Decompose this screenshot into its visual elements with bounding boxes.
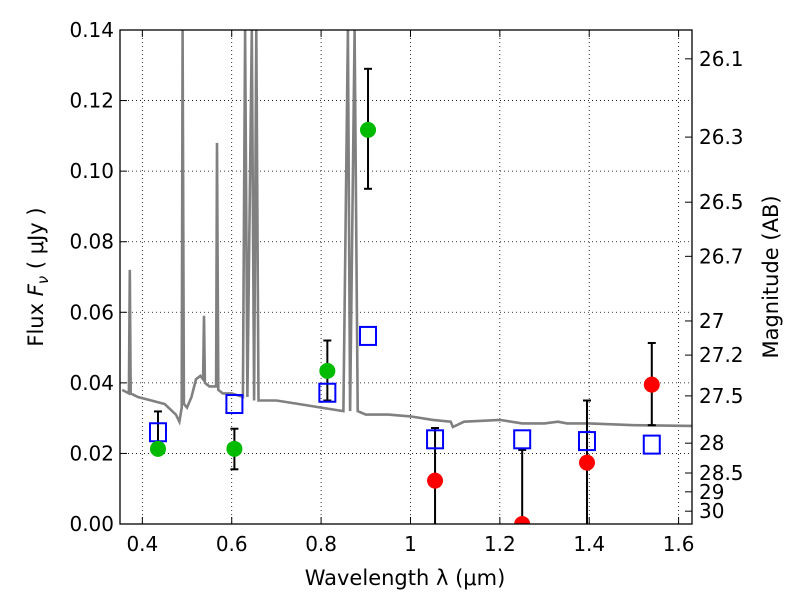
y2-tick-label: 28	[699, 431, 724, 455]
x-tick-label: 1.4	[573, 532, 605, 556]
model-photometry-point	[642, 434, 661, 455]
observed-flux-point	[578, 454, 595, 471]
y2-tick-label: 30	[699, 499, 724, 523]
observed-flux-point	[226, 440, 243, 457]
model-photometry-point	[513, 429, 532, 450]
plot-layer	[121, 30, 692, 524]
model-photometry-point	[426, 429, 445, 450]
observed-flux-point	[514, 516, 531, 524]
y2-tick-label: 26.3	[699, 125, 744, 149]
y2-tick-label: 26.1	[699, 47, 744, 71]
y-tick-label: 0.12	[69, 89, 114, 113]
x-tick-label: 0.8	[305, 532, 337, 556]
x-tick-label: 1.2	[484, 532, 516, 556]
y2-axis-title: Magnitude (AB)	[759, 195, 783, 358]
y2-tick-label: 27	[699, 309, 724, 333]
y-tick-label: 0.14	[69, 18, 114, 42]
model-photometry-point	[318, 382, 337, 403]
y-tick-label: 0.08	[69, 230, 114, 254]
model-spectrum-line	[121, 30, 692, 429]
observed-flux-point	[319, 362, 336, 379]
y2-tick-label: 27.5	[699, 384, 744, 408]
x-tick-label: 1	[404, 532, 417, 556]
y-tick-label: 0.02	[69, 441, 114, 465]
x-tick-label: 0.4	[126, 532, 158, 556]
model-photometry-point	[359, 325, 378, 346]
y2-tick-label: 27.2	[699, 343, 744, 367]
x-tick-label: 1.6	[663, 532, 695, 556]
x-axis-title: Wavelength λ (μm)	[305, 566, 506, 590]
y-tick-label: 0.06	[69, 300, 114, 324]
observed-flux-point	[427, 472, 444, 489]
y-axis-title: Flux Fν ( μJy )	[24, 207, 52, 346]
y2-tick-label: 28.5	[699, 461, 744, 485]
observed-flux-point	[149, 440, 166, 457]
labels-layer: Wavelength λ (μm) Magnitude (AB) 0.4 0.6 0…	[24, 18, 783, 590]
y2-tick-label: 26.5	[699, 190, 744, 214]
model-photometry-point	[577, 431, 596, 452]
y2-tick-label: 26.7	[699, 244, 744, 268]
grid-layer	[120, 29, 692, 525]
model-photometry-point	[225, 394, 244, 415]
y-tick-label: 0.00	[69, 512, 114, 536]
observed-flux-point	[643, 376, 660, 393]
plot-frame	[119, 29, 693, 525]
axes-layer	[119, 29, 693, 525]
y-tick-label: 0.10	[69, 159, 114, 183]
y-tick-label: 0.04	[69, 371, 114, 395]
y2-tick-label: 29	[699, 480, 724, 504]
observed-flux-point	[360, 121, 377, 138]
x-tick-label: 0.6	[216, 532, 248, 556]
